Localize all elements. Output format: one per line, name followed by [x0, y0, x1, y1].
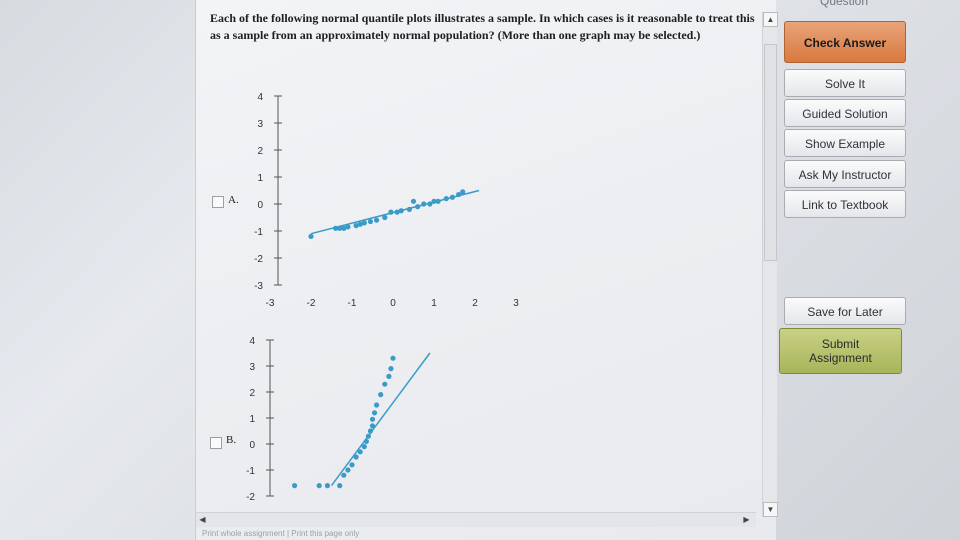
y-tick-label: -2 — [246, 492, 255, 503]
data-point — [374, 217, 380, 223]
submit-label-2: Assignment — [809, 351, 872, 365]
data-point — [316, 483, 322, 489]
data-point — [374, 402, 380, 408]
data-point — [324, 483, 330, 489]
data-point — [357, 221, 363, 227]
data-point — [390, 355, 396, 361]
data-point — [333, 225, 339, 231]
x-tick-label: -3 — [266, 298, 275, 309]
question-text: Each of the following normal quantile pl… — [210, 11, 755, 42]
data-point — [410, 198, 417, 204]
data-point — [378, 392, 384, 398]
x-tick-label: 3 — [513, 298, 519, 309]
data-point — [337, 225, 343, 231]
data-point — [382, 214, 388, 221]
data-point — [394, 209, 400, 215]
data-point — [363, 438, 369, 444]
data-point — [369, 423, 376, 429]
y-tick-label: -1 — [246, 466, 255, 477]
submit-assignment-button[interactable]: Submit Assignment — [779, 328, 902, 374]
y-tick-label: -2 — [254, 254, 263, 265]
data-point — [349, 462, 355, 468]
data-point — [435, 198, 441, 204]
y-tick-label: 0 — [257, 200, 263, 211]
data-point — [353, 223, 359, 229]
x-tick-label: -1 — [348, 298, 357, 309]
scroll-right-icon[interactable]: ▶ — [743, 515, 750, 524]
x-tick-label: 0 — [390, 298, 396, 309]
print-links: Print whole assignment | Print this page… — [202, 529, 359, 538]
fit-line — [330, 352, 431, 487]
guided-solution-button[interactable]: Guided Solution — [784, 99, 906, 127]
scroll-down-icon[interactable]: ▼ — [763, 502, 778, 517]
x-tick-label: -2 — [307, 298, 316, 309]
data-point — [456, 191, 462, 198]
y-tick-label: 1 — [257, 173, 263, 184]
data-point — [386, 373, 392, 379]
data-point — [431, 198, 437, 204]
data-point — [427, 201, 433, 207]
data-point — [361, 444, 367, 450]
scroll-left-icon[interactable]: ◀ — [199, 515, 206, 524]
horizontal-scrollbar[interactable]: ◀ ▶ — [196, 512, 756, 527]
data-point — [382, 381, 388, 387]
data-point — [365, 433, 371, 439]
show-example-button[interactable]: Show Example — [784, 129, 906, 157]
print-whole-link[interactable]: Print whole assignment — [202, 529, 285, 538]
question-label: Question — [820, 0, 869, 8]
y-tick-label: 0 — [249, 440, 255, 451]
data-point — [341, 472, 347, 478]
data-point — [357, 449, 363, 455]
submit-label-1: Submit — [821, 337, 860, 351]
y-tick-label: 4 — [257, 92, 263, 103]
data-point — [367, 428, 374, 434]
solve-it-button[interactable]: Solve It — [784, 69, 906, 97]
option-a-label: A. — [228, 194, 239, 206]
data-point — [443, 196, 449, 202]
separator: | — [284, 529, 292, 538]
y-tick-label: 2 — [249, 388, 255, 399]
data-point — [371, 410, 378, 416]
save-later-button[interactable]: Save for Later — [784, 297, 906, 325]
data-point — [367, 218, 374, 225]
y-tick-label: 3 — [257, 119, 263, 130]
y-tick-label: 2 — [257, 146, 263, 157]
ask-instructor-button[interactable]: Ask My Instructor — [784, 160, 906, 188]
data-point — [337, 483, 343, 489]
data-point — [361, 220, 367, 226]
data-point — [292, 483, 298, 489]
data-point — [449, 194, 456, 200]
vertical-scrollbar[interactable]: ▲ ▼ — [762, 12, 778, 517]
check-answer-button[interactable]: Check Answer — [784, 21, 906, 63]
link-textbook-button[interactable]: Link to Textbook — [784, 190, 906, 218]
option-a-checkbox[interactable] — [212, 196, 224, 208]
x-tick-label: 2 — [472, 298, 478, 309]
x-tick-label: 1 — [431, 298, 437, 309]
data-point — [353, 454, 359, 460]
data-point — [341, 225, 347, 231]
data-point — [415, 204, 421, 210]
data-point — [345, 467, 351, 473]
print-page-link[interactable]: Print this page only — [291, 529, 360, 538]
scroll-thumb[interactable] — [764, 44, 777, 261]
y-tick-label: 1 — [249, 414, 255, 425]
scroll-up-icon[interactable]: ▲ — [763, 12, 778, 27]
data-point — [406, 206, 412, 212]
question-pane — [195, 0, 776, 540]
data-point — [345, 224, 351, 230]
data-point — [421, 201, 427, 207]
y-tick-label: -3 — [254, 281, 263, 292]
option-b-checkbox[interactable] — [210, 437, 222, 449]
data-point — [388, 366, 394, 372]
data-point — [388, 209, 394, 215]
data-point — [460, 189, 466, 195]
data-point — [308, 233, 314, 239]
y-tick-label: 3 — [249, 362, 255, 373]
y-tick-label: 4 — [249, 336, 255, 347]
data-point — [398, 208, 404, 214]
data-point — [369, 416, 376, 422]
option-b-label: B. — [226, 434, 237, 446]
y-tick-label: -1 — [254, 227, 263, 238]
